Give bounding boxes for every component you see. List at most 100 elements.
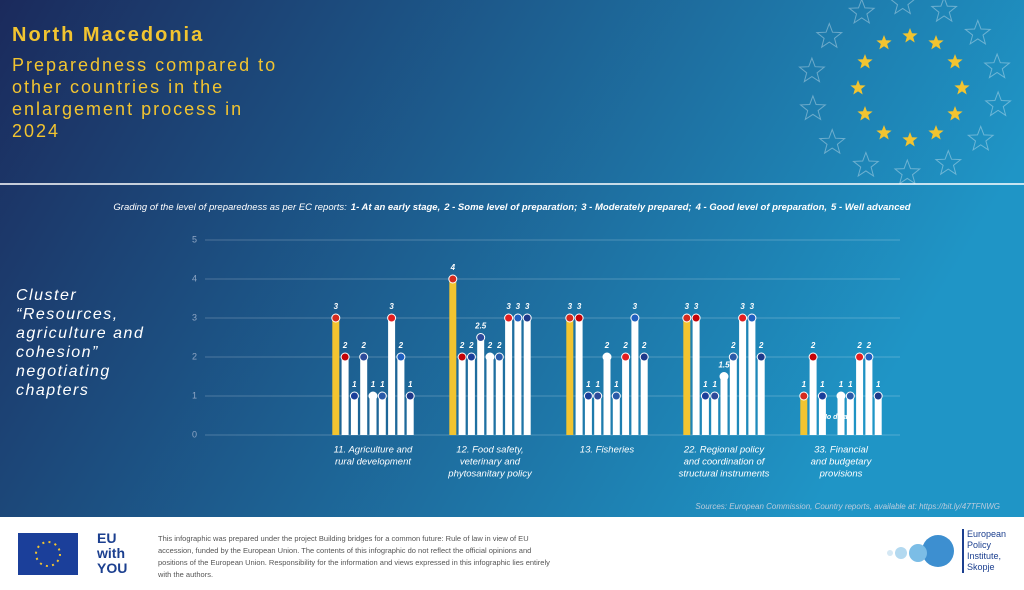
star <box>947 106 963 121</box>
bar <box>397 357 405 435</box>
value-label: 1 <box>876 380 881 389</box>
star-outline <box>930 0 958 23</box>
bar <box>729 357 737 435</box>
flag <box>719 372 729 381</box>
x-tick-label: 12. Food safety, <box>456 445 523 456</box>
flag <box>621 352 631 362</box>
bar <box>720 376 728 435</box>
star-outline <box>799 94 827 121</box>
star <box>928 35 944 50</box>
star-outline <box>798 56 826 83</box>
flag <box>808 352 818 362</box>
flag <box>513 313 523 323</box>
bar <box>594 396 602 435</box>
value-label: 2 <box>730 341 736 350</box>
institute-name: European Policy Institute, Skopje <box>962 529 1024 573</box>
bar <box>449 279 457 435</box>
flag <box>574 313 584 323</box>
flag <box>799 391 809 401</box>
flag <box>349 391 359 401</box>
value-label: 3 <box>516 302 521 311</box>
star <box>876 35 892 50</box>
flag <box>368 391 378 401</box>
flag <box>639 352 649 362</box>
flag <box>864 352 874 362</box>
value-label: 3 <box>750 302 755 311</box>
star <box>850 80 866 95</box>
flag <box>565 313 575 323</box>
value-label: 3 <box>577 302 582 311</box>
bar <box>739 318 747 435</box>
bar <box>874 396 882 435</box>
value-label: 3 <box>694 302 699 311</box>
value-label: 3 <box>525 302 530 311</box>
value-label: 1 <box>802 380 807 389</box>
bar <box>575 318 583 435</box>
bar <box>486 357 494 435</box>
flag <box>845 391 855 401</box>
flag <box>359 352 369 362</box>
value-label: 2 <box>459 341 465 350</box>
star-outline <box>984 90 1012 117</box>
star-outline <box>815 22 844 49</box>
value-label: 2 <box>866 341 872 350</box>
x-tick-label: 22. Regional policy <box>683 445 766 456</box>
value-label: 1 <box>614 380 619 389</box>
value-label: 1.5 <box>718 361 730 370</box>
bar <box>837 396 845 435</box>
x-tick-label: and coordination of <box>684 457 766 468</box>
flag <box>457 352 467 362</box>
flag <box>485 352 495 362</box>
value-label: 2 <box>641 341 647 350</box>
bar <box>369 396 377 435</box>
flag <box>630 313 640 323</box>
star-outline <box>964 18 992 46</box>
flag <box>476 333 486 342</box>
value-label: 2 <box>622 341 628 350</box>
value-label: 2 <box>342 341 348 350</box>
y-tick-label: 3 <box>192 312 197 322</box>
value-label: 1 <box>380 380 385 389</box>
x-tick-label: 11. Agriculture and <box>334 445 413 456</box>
flag <box>340 352 350 362</box>
value-label: 2 <box>810 341 816 350</box>
flag <box>448 274 458 284</box>
bar <box>846 396 854 435</box>
grade: 3 - Moderately prepared; <box>581 202 692 213</box>
flag <box>836 391 846 401</box>
flag <box>700 391 710 401</box>
value-label: 2 <box>468 341 474 350</box>
bar <box>341 357 349 435</box>
title: North Macedonia <box>12 24 205 46</box>
institute-logo-mark <box>887 535 954 567</box>
x-tick-label: 13. Fisheries <box>580 445 635 456</box>
annotation: No data <box>822 414 848 421</box>
footer: EU with YOU This infographic was prepare… <box>0 517 1024 590</box>
value-label: 3 <box>568 302 573 311</box>
flag <box>466 352 476 362</box>
flag <box>504 313 514 323</box>
value-label: 3 <box>685 302 690 311</box>
value-label: 3 <box>334 302 339 311</box>
cluster-label: Cluster “Resources, agriculture and cohe… <box>16 287 145 399</box>
value-label: 2 <box>360 341 366 350</box>
star-outline <box>966 124 995 152</box>
bar <box>523 318 531 435</box>
value-label: 1 <box>839 380 844 389</box>
flag <box>494 352 504 362</box>
x-tick-label: provisions <box>819 469 863 480</box>
value-label: 1 <box>703 380 708 389</box>
flag <box>396 352 406 362</box>
value-label: 1 <box>848 380 853 389</box>
x-tick-label: 33. Financial <box>814 445 869 456</box>
y-tick-label: 0 <box>192 429 197 439</box>
flag <box>817 391 827 401</box>
bar <box>495 357 503 435</box>
bar <box>458 357 466 435</box>
value-label: 3 <box>633 302 638 311</box>
grade: 4 - Good level of preparation, <box>695 202 828 213</box>
bar <box>692 318 700 435</box>
bar <box>800 396 808 435</box>
y-tick-label: 2 <box>192 351 197 361</box>
bar <box>378 396 386 435</box>
